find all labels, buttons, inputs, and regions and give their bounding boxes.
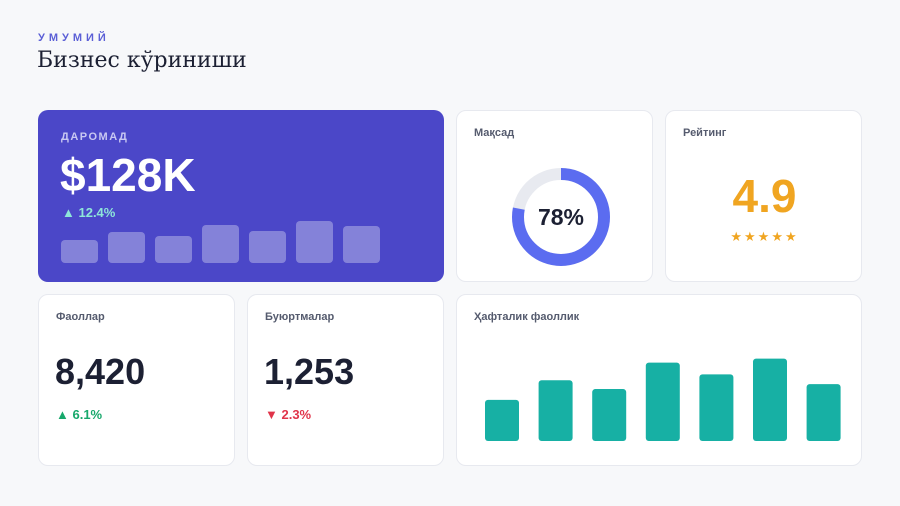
revenue-bar	[249, 231, 286, 263]
goal-label: Мақсад	[474, 127, 515, 139]
active-change: ▲ 6.1%	[56, 407, 103, 422]
orders-card[interactable]: Буюртмалар 1,253 ▼ 2.3%	[247, 294, 444, 466]
revenue-change: ▲ 12.4%	[62, 205, 116, 220]
goal-donut: 78%	[511, 167, 611, 267]
revenue-sparkbars	[38, 110, 444, 282]
weekly-bar	[538, 380, 573, 441]
rating-label: Рейтинг	[683, 127, 727, 139]
goal-card[interactable]: Мақсад 78%	[456, 110, 653, 282]
weekly-bar	[592, 389, 627, 441]
revenue-bar	[61, 240, 98, 263]
weekly-bar	[645, 362, 680, 441]
revenue-bar	[108, 232, 145, 263]
orders-change: ▼ 2.3%	[265, 407, 312, 422]
page-title: Бизнес кўриниши	[37, 48, 247, 73]
goal-value: 78%	[537, 203, 585, 230]
weekly-activity-chart	[485, 358, 841, 441]
weekly-bar	[485, 399, 519, 441]
weekly-bar	[753, 358, 787, 441]
weekly-bar	[699, 374, 734, 441]
star-rating-icon: ★★★★★	[730, 229, 799, 244]
revenue-bar	[155, 236, 192, 263]
revenue-value: $128K	[60, 149, 196, 201]
revenue-bar	[202, 225, 239, 263]
revenue-label: ДАРОМАД	[61, 131, 129, 143]
orders-value: 1,253	[264, 351, 355, 392]
rating-value: 4.9	[732, 170, 797, 222]
section-eyebrow: УМУМИЙ	[38, 32, 110, 44]
active-users-card[interactable]: Фаоллар 8,420 ▲ 6.1%	[38, 294, 235, 466]
goal-donut-fill	[512, 168, 610, 266]
weekly-bar	[806, 384, 841, 441]
active-value: 8,420	[55, 351, 146, 392]
active-label: Фаоллар	[56, 311, 105, 323]
revenue-bar	[343, 226, 380, 263]
revenue-card[interactable]: ДАРОМАД $128K ▲ 12.4%	[38, 110, 444, 282]
weekly-activity-card[interactable]: Ҳафталик фаоллик	[456, 294, 862, 466]
revenue-bar	[296, 221, 333, 263]
rating-card[interactable]: Рейтинг 4.9 ★★★★★	[665, 110, 862, 282]
weekly-label: Ҳафталик фаоллик	[474, 311, 580, 323]
orders-label: Буюртмалар	[265, 311, 335, 323]
